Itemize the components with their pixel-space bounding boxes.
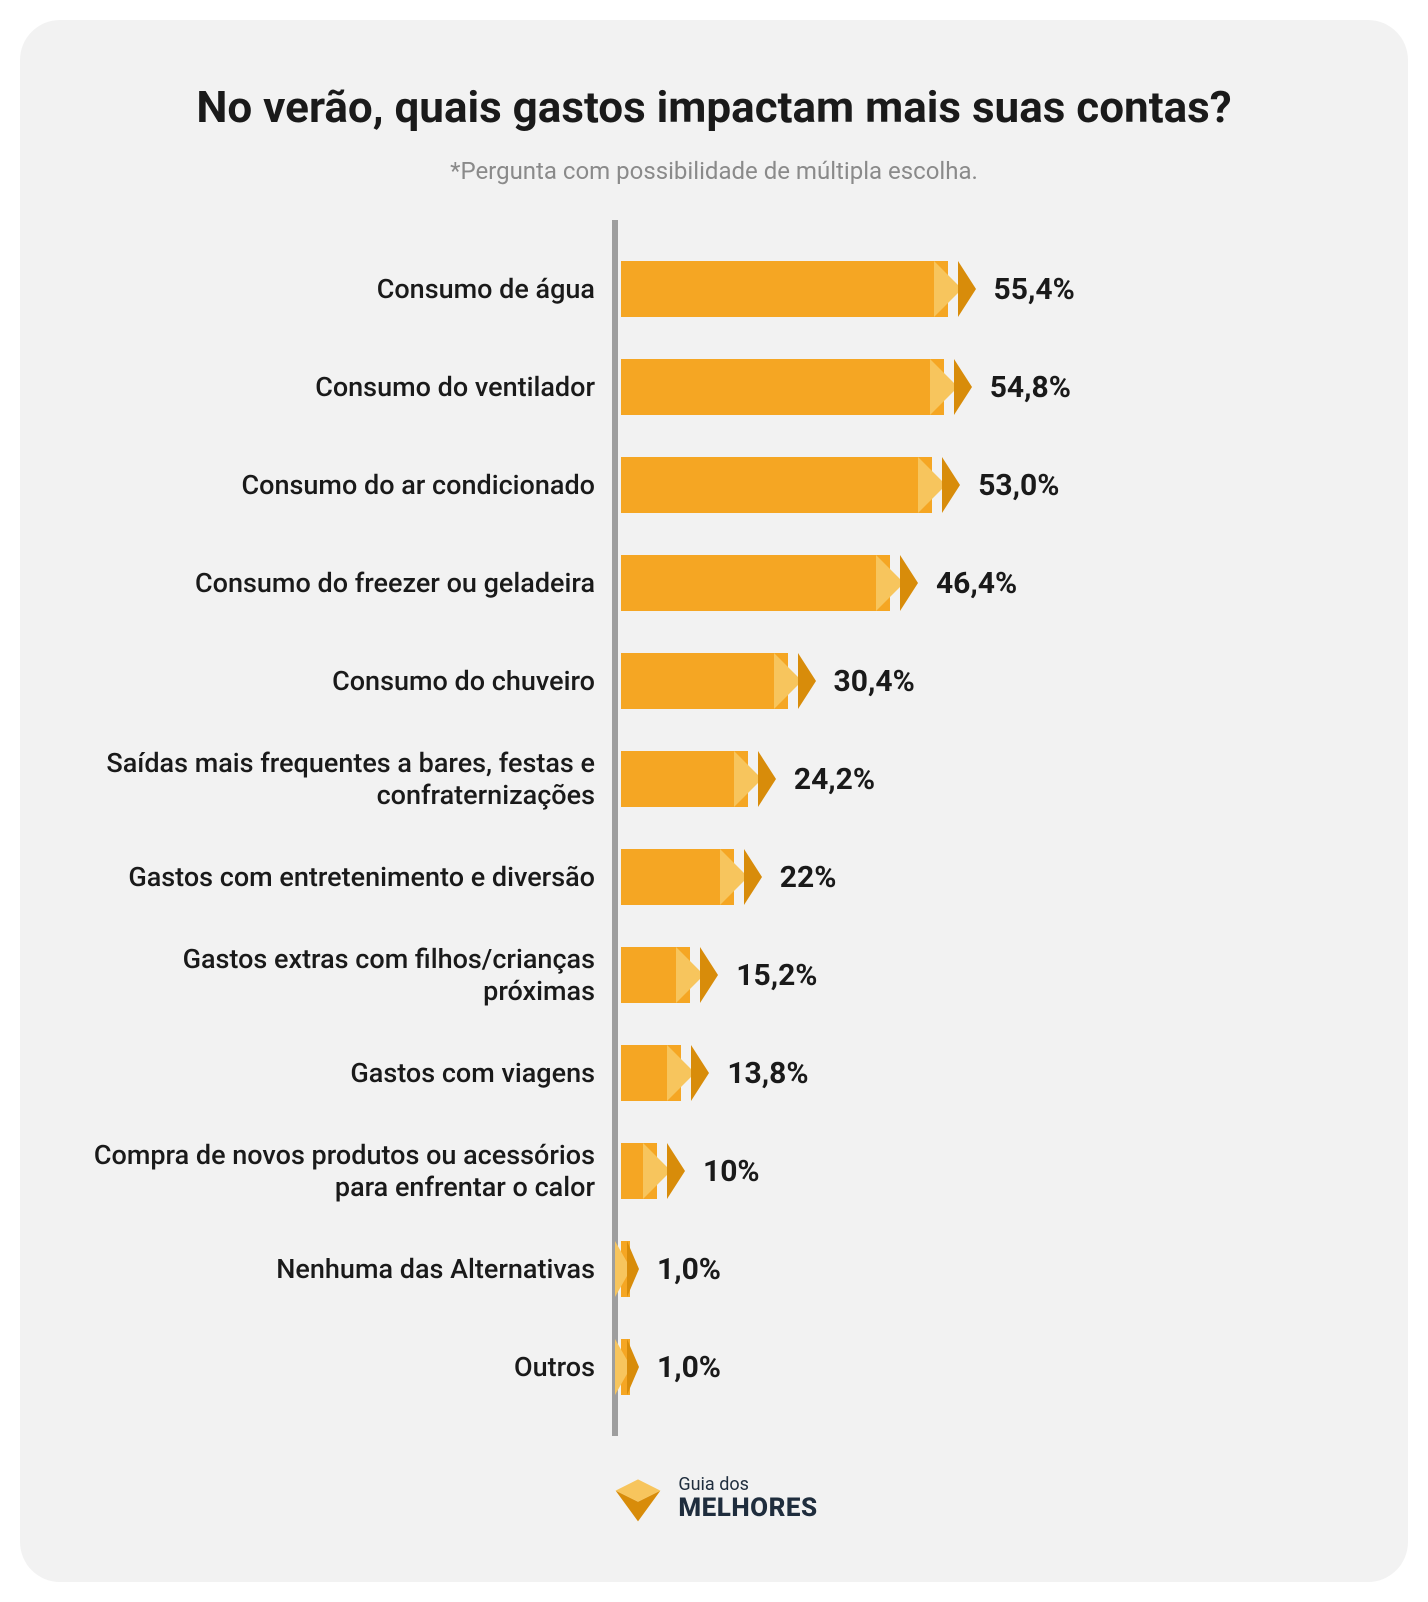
bar-wrap: 15,2% (621, 947, 817, 1003)
bar-row: Consumo do ventilador54,8% (615, 338, 1338, 436)
bar-body (621, 555, 890, 611)
bar (621, 1045, 709, 1101)
bar-value: 15,2% (736, 958, 817, 993)
bar-wrap: 46,4% (621, 555, 1017, 611)
bar-body (621, 653, 788, 709)
bar-wrap: 54,8% (621, 359, 1071, 415)
bar-chart: Consumo de água55,4%Consumo do ventilado… (90, 240, 1338, 1416)
logo-text-top: Guia dos (678, 1476, 817, 1495)
bar-row: Saídas mais frequentes a bares, festas e… (615, 730, 1338, 828)
bar-wrap: 24,2% (621, 751, 875, 807)
bar (621, 849, 762, 905)
bar (621, 555, 918, 611)
bar-tip-dark (958, 261, 976, 317)
bar-tip-dark (691, 1045, 709, 1101)
bar-label: Consumo do freezer ou geladeira (90, 567, 595, 599)
bar-tip-dark (954, 359, 972, 415)
bar-tip-dark (700, 947, 718, 1003)
bar-label: Consumo do ar condicionado (90, 469, 595, 501)
bar-row: Gastos com entretenimento e diversão22% (615, 828, 1338, 926)
bar-value: 22% (780, 860, 837, 895)
chart-subtitle: *Pergunta com possibilidade de múltipla … (90, 157, 1338, 185)
bar (621, 1339, 639, 1395)
bar (621, 457, 960, 513)
bar-row: Consumo de água55,4% (615, 240, 1338, 338)
bar (621, 751, 776, 807)
bar-label: Nenhuma das Alternativas (90, 1253, 595, 1285)
bar-value: 54,8% (990, 370, 1071, 405)
bar (621, 947, 718, 1003)
bar-row: Gastos com viagens13,8% (615, 1024, 1338, 1122)
bar-rows-container: Consumo de água55,4%Consumo do ventilado… (615, 240, 1338, 1416)
logo-text: Guia dos MELHORES (678, 1476, 817, 1522)
bar-tip-dark (758, 751, 776, 807)
bar-body (621, 359, 944, 415)
bar-label: Compra de novos produtos ou acessórios p… (90, 1139, 595, 1204)
bar (621, 359, 972, 415)
bar-label: Gastos extras com filhos/crianças próxim… (90, 943, 595, 1008)
bar-body (621, 457, 932, 513)
bar (621, 261, 976, 317)
bar (621, 1143, 685, 1199)
bar-wrap: 55,4% (621, 261, 1075, 317)
crown-icon (610, 1471, 666, 1527)
bar-row: Consumo do freezer ou geladeira46,4% (615, 534, 1338, 632)
bar-tip-dark (942, 457, 960, 513)
bar-wrap: 22% (621, 849, 836, 905)
logo-text-bottom: MELHORES (678, 1495, 817, 1522)
bar-value: 55,4% (994, 272, 1075, 307)
chart-title: No verão, quais gastos impactam mais sua… (90, 80, 1338, 135)
bar-value: 1,0% (657, 1350, 721, 1385)
bar-label: Consumo de água (90, 273, 595, 305)
bar-wrap: 1,0% (621, 1339, 721, 1395)
bar-row: Compra de novos produtos ou acessórios p… (615, 1122, 1338, 1220)
bar-value: 46,4% (936, 566, 1017, 601)
bar-body (621, 261, 948, 317)
bar-label: Consumo do ventilador (90, 371, 595, 403)
bar (621, 653, 816, 709)
bar-row: Outros1,0% (615, 1318, 1338, 1416)
bar-value: 53,0% (978, 468, 1059, 503)
bar-tip-dark (627, 1339, 639, 1395)
bar-value: 1,0% (657, 1252, 721, 1287)
bar-body (621, 849, 734, 905)
bar-label: Consumo do chuveiro (90, 665, 595, 697)
bar-wrap: 10% (621, 1143, 760, 1199)
bar-row: Nenhuma das Alternativas1,0% (615, 1220, 1338, 1318)
bar-label: Saídas mais frequentes a bares, festas e… (90, 747, 595, 812)
bar-row: Consumo do chuveiro30,4% (615, 632, 1338, 730)
bar-label: Gastos com viagens (90, 1057, 595, 1089)
bar-value: 13,8% (727, 1056, 808, 1091)
bar-row: Consumo do ar condicionado53,0% (615, 436, 1338, 534)
bar (621, 1241, 639, 1297)
bar-tip-dark (667, 1143, 685, 1199)
bar-body (621, 751, 748, 807)
bar-tip-dark (627, 1241, 639, 1297)
bar-tip-dark (798, 653, 816, 709)
bar-value: 24,2% (794, 762, 875, 797)
bar-label: Outros (90, 1351, 595, 1383)
bar-value: 30,4% (834, 664, 915, 699)
bar-wrap: 53,0% (621, 457, 1059, 513)
footer-logo: Guia dos MELHORES (90, 1471, 1338, 1527)
bar-value: 10% (703, 1154, 760, 1189)
bar-label: Gastos com entretenimento e diversão (90, 861, 595, 893)
bar-row: Gastos extras com filhos/crianças próxim… (615, 926, 1338, 1024)
bar-tip-dark (744, 849, 762, 905)
bar-wrap: 13,8% (621, 1045, 809, 1101)
bar-wrap: 30,4% (621, 653, 915, 709)
bar-wrap: 1,0% (621, 1241, 721, 1297)
bar-tip-dark (900, 555, 918, 611)
chart-card: No verão, quais gastos impactam mais sua… (20, 20, 1408, 1582)
